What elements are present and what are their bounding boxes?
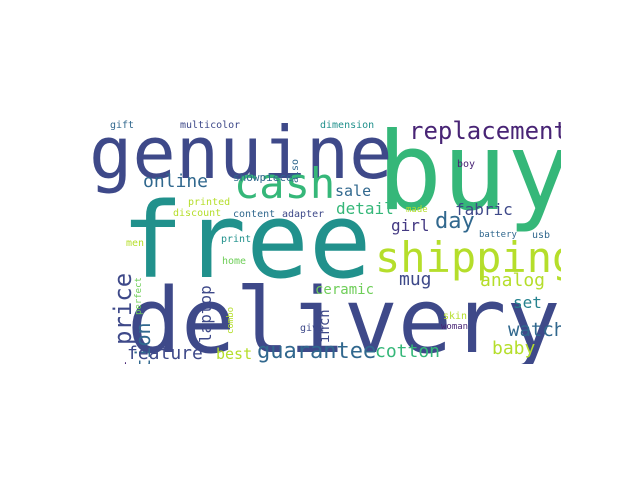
- word-combo: combo: [226, 306, 236, 334]
- word-fabric: fabric: [455, 200, 513, 219]
- word-adapter: adapter: [282, 209, 325, 220]
- word-made: made: [406, 205, 428, 215]
- word-delivery: delivery: [127, 269, 561, 365]
- word-boy: boy: [457, 159, 476, 170]
- word-print: print: [221, 234, 252, 245]
- word-cloud: free buy delivery genuine shipping cash replac…: [81, 119, 561, 364]
- word-set: set: [513, 293, 542, 312]
- word-woman: woman: [441, 322, 469, 332]
- word-ceramic: ceramic: [315, 282, 375, 298]
- word-analog: analog: [480, 270, 546, 291]
- word-laptop: laptop: [196, 285, 215, 343]
- word-battery: battery: [479, 230, 517, 240]
- word-mug: mug: [399, 269, 432, 290]
- word-guarantee: guarantee: [257, 339, 377, 364]
- word-content: content: [233, 209, 276, 220]
- word-free: free: [121, 180, 372, 302]
- word-gift: gift: [110, 120, 135, 131]
- word-detail: detail: [336, 199, 394, 218]
- word-multicolor: multicolor: [180, 120, 241, 131]
- word-best: best: [216, 345, 253, 363]
- word-perfect: perfect: [134, 277, 144, 315]
- word-cotton: cotton: [375, 341, 441, 362]
- word-showpiece: showpiece: [233, 171, 293, 184]
- word-buy: buy: [377, 119, 561, 235]
- word-men: men: [126, 238, 145, 249]
- word-usb: usb: [532, 230, 551, 241]
- word-baby: baby: [492, 338, 536, 359]
- word-day: day: [435, 209, 475, 234]
- word-model: model: [115, 361, 130, 364]
- word-genuine: genuine: [89, 119, 393, 195]
- word-printed: printed: [188, 197, 231, 208]
- word-also: also: [290, 158, 301, 183]
- word-home: home: [222, 256, 247, 267]
- word-online: online: [143, 171, 209, 192]
- word-discount: discount: [173, 208, 222, 219]
- word-feature: feature: [127, 343, 203, 364]
- word-cash: cash: [234, 159, 336, 208]
- word-dimension: dimension: [320, 120, 375, 131]
- word-replacement: replacement: [409, 119, 561, 145]
- word-shipping: shipping: [375, 233, 561, 282]
- word-give: give: [300, 323, 325, 334]
- word-skin: skin: [443, 311, 468, 322]
- word-girl: girl: [391, 216, 430, 235]
- word-watch: watch: [508, 319, 561, 341]
- word-sale: sale: [335, 182, 372, 200]
